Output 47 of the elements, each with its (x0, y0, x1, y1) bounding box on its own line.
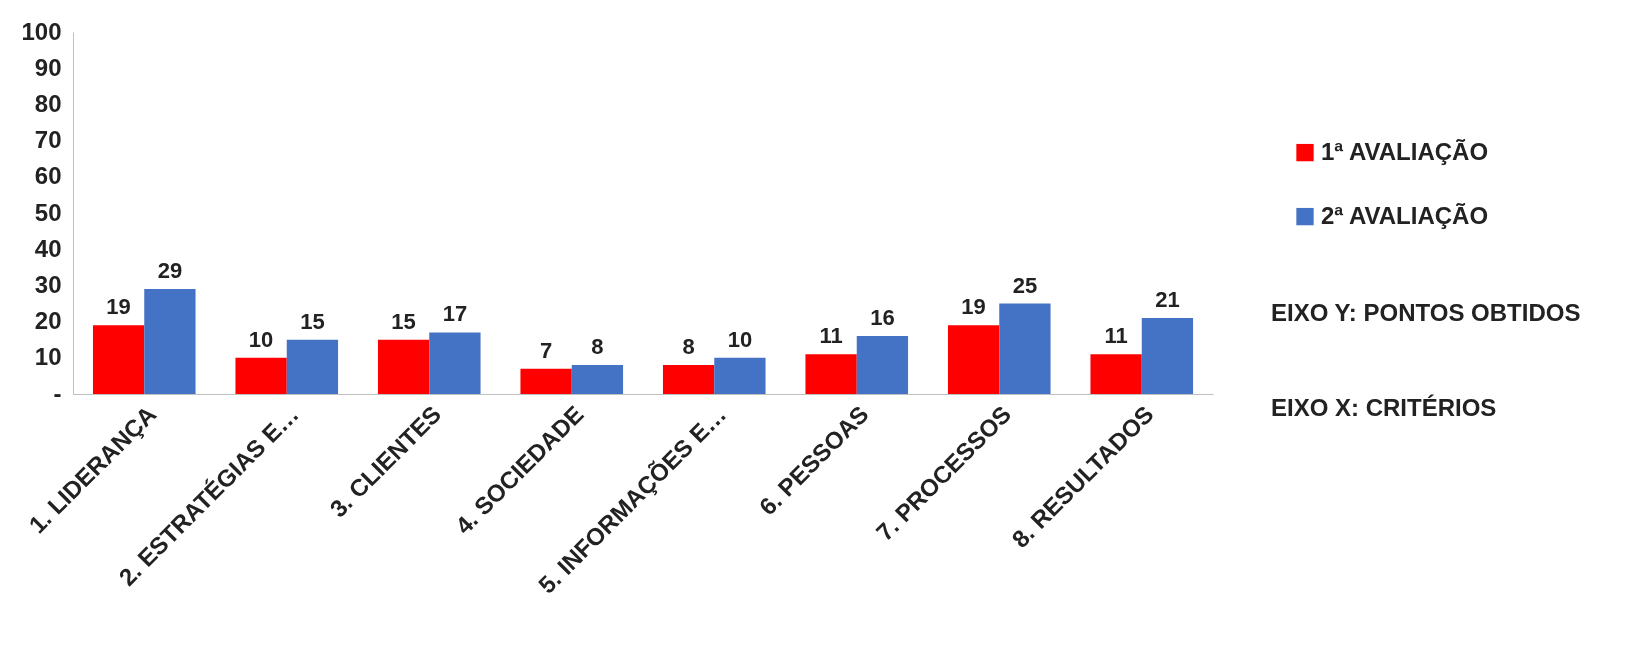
data-label: 15 (300, 308, 325, 334)
bar (714, 357, 766, 394)
bar (286, 339, 339, 394)
y-tick-label: 40 (34, 234, 62, 262)
y-tick-label: 60 (34, 162, 62, 190)
bar (999, 303, 1051, 394)
data-label: 16 (870, 305, 895, 331)
bar (662, 365, 715, 394)
y-tick-label: 100 (21, 17, 62, 45)
data-label: 19 (106, 294, 131, 320)
bar (235, 357, 287, 394)
bar (92, 325, 145, 394)
data-label: 21 (1155, 286, 1180, 312)
y-tick-label: - (53, 379, 62, 407)
bar (805, 354, 857, 394)
data-label: 17 (442, 301, 468, 327)
bar (856, 336, 909, 394)
data-label: 19 (961, 294, 986, 320)
bar (947, 325, 1000, 394)
data-label: 10 (248, 326, 274, 352)
data-label: 11 (819, 323, 843, 349)
bar (144, 289, 196, 394)
legend-label: 1ª AVALIAÇÃO (1321, 137, 1489, 165)
bar (377, 339, 430, 394)
data-label: 8 (591, 334, 604, 360)
y-tick-label: 90 (34, 53, 62, 81)
data-label: 29 (157, 258, 183, 284)
legend-label: 2ª AVALIAÇÃO (1321, 201, 1489, 229)
data-label: 15 (391, 308, 416, 334)
y-tick-label: 50 (34, 198, 62, 226)
data-label: 11 (1104, 323, 1128, 349)
y-tick-label: 30 (34, 270, 62, 298)
data-label: 25 (1012, 272, 1038, 298)
text: EIXO Y: PONTOS OBTIDOS (1271, 299, 1581, 327)
y-tick-label: 20 (34, 307, 62, 335)
bar (571, 365, 624, 394)
y-tick-label: 70 (34, 126, 62, 154)
y-tick-label: 10 (34, 343, 62, 371)
bar (1090, 354, 1142, 394)
data-label: 8 (682, 334, 695, 360)
text: EIXO X: CRITÉRIOS (1271, 394, 1497, 422)
data-label: 7 (539, 337, 553, 363)
bar (520, 368, 572, 394)
bar (429, 332, 481, 394)
bar (1141, 317, 1194, 394)
y-tick-label: 80 (34, 89, 62, 117)
data-label: 10 (727, 326, 753, 352)
